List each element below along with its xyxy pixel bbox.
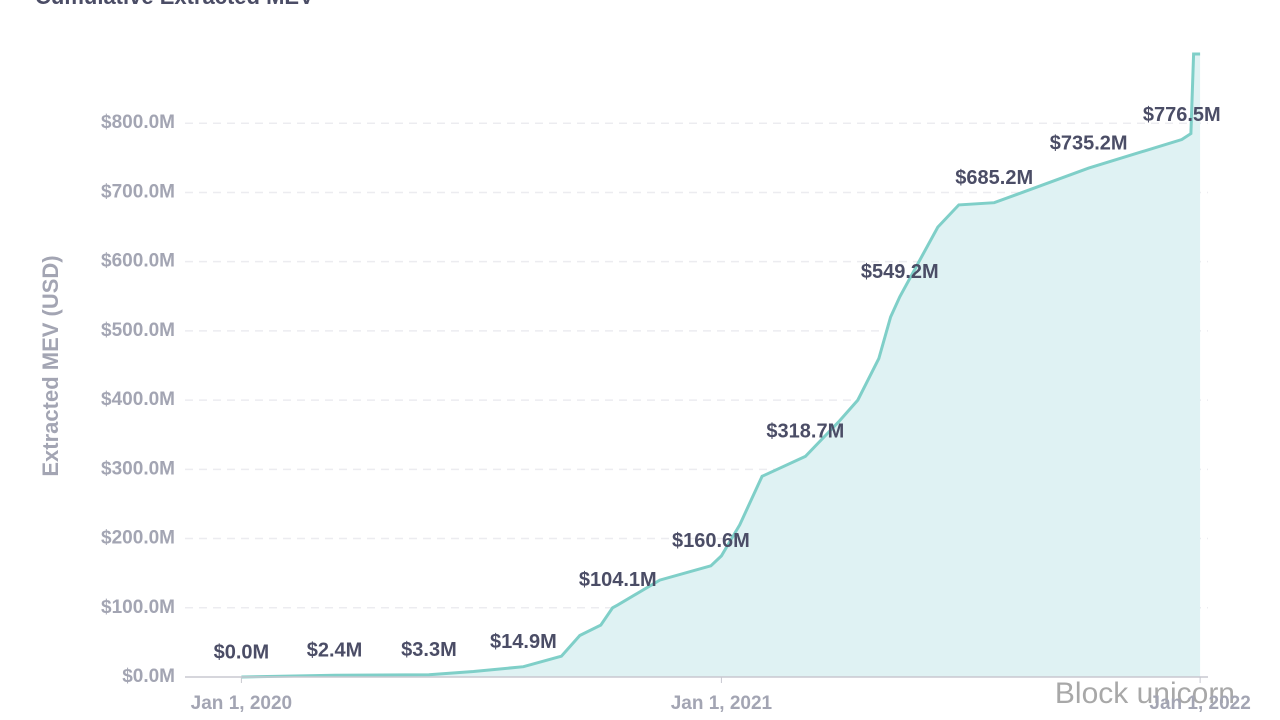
watermark: Block unicorn xyxy=(1055,677,1235,710)
data-label: $104.1M xyxy=(579,569,657,591)
y-tick-label: $700.0M xyxy=(101,181,175,202)
data-label: $160.6M xyxy=(672,530,750,552)
y-tick-label: $600.0M xyxy=(101,251,175,272)
x-tick-label: Jan 1, 2022 xyxy=(1149,693,1250,714)
chart-title: Cumulative Extracted MEV xyxy=(35,0,314,9)
y-tick-label: $400.0M xyxy=(101,389,175,410)
data-label: $2.4M xyxy=(307,640,363,662)
data-label: $685.2M xyxy=(955,167,1033,189)
data-label: $318.7M xyxy=(766,421,844,443)
y-tick-label: $500.0M xyxy=(101,320,175,341)
data-label: $14.9M xyxy=(490,631,557,653)
x-tick-label: Jan 1, 2020 xyxy=(191,693,292,714)
y-axis-label: Extracted MEV (USD) xyxy=(38,255,63,476)
data-label: $776.5M xyxy=(1143,104,1221,126)
y-tick-label: $200.0M xyxy=(101,528,175,549)
y-tick-label: $300.0M xyxy=(101,458,175,479)
y-tick-label: $0.0M xyxy=(122,666,175,687)
data-label: $549.2M xyxy=(861,261,939,283)
line xyxy=(241,52,1201,679)
data-label: $0.0M xyxy=(214,641,270,663)
data-label: $735.2M xyxy=(1050,132,1128,154)
y-tick-label: $800.0M xyxy=(101,112,175,133)
y-tick-label: $100.0M xyxy=(101,597,175,618)
x-tick-label: Jan 1, 2021 xyxy=(671,693,773,714)
data-label: $3.3M xyxy=(401,639,457,661)
area xyxy=(241,54,1201,677)
